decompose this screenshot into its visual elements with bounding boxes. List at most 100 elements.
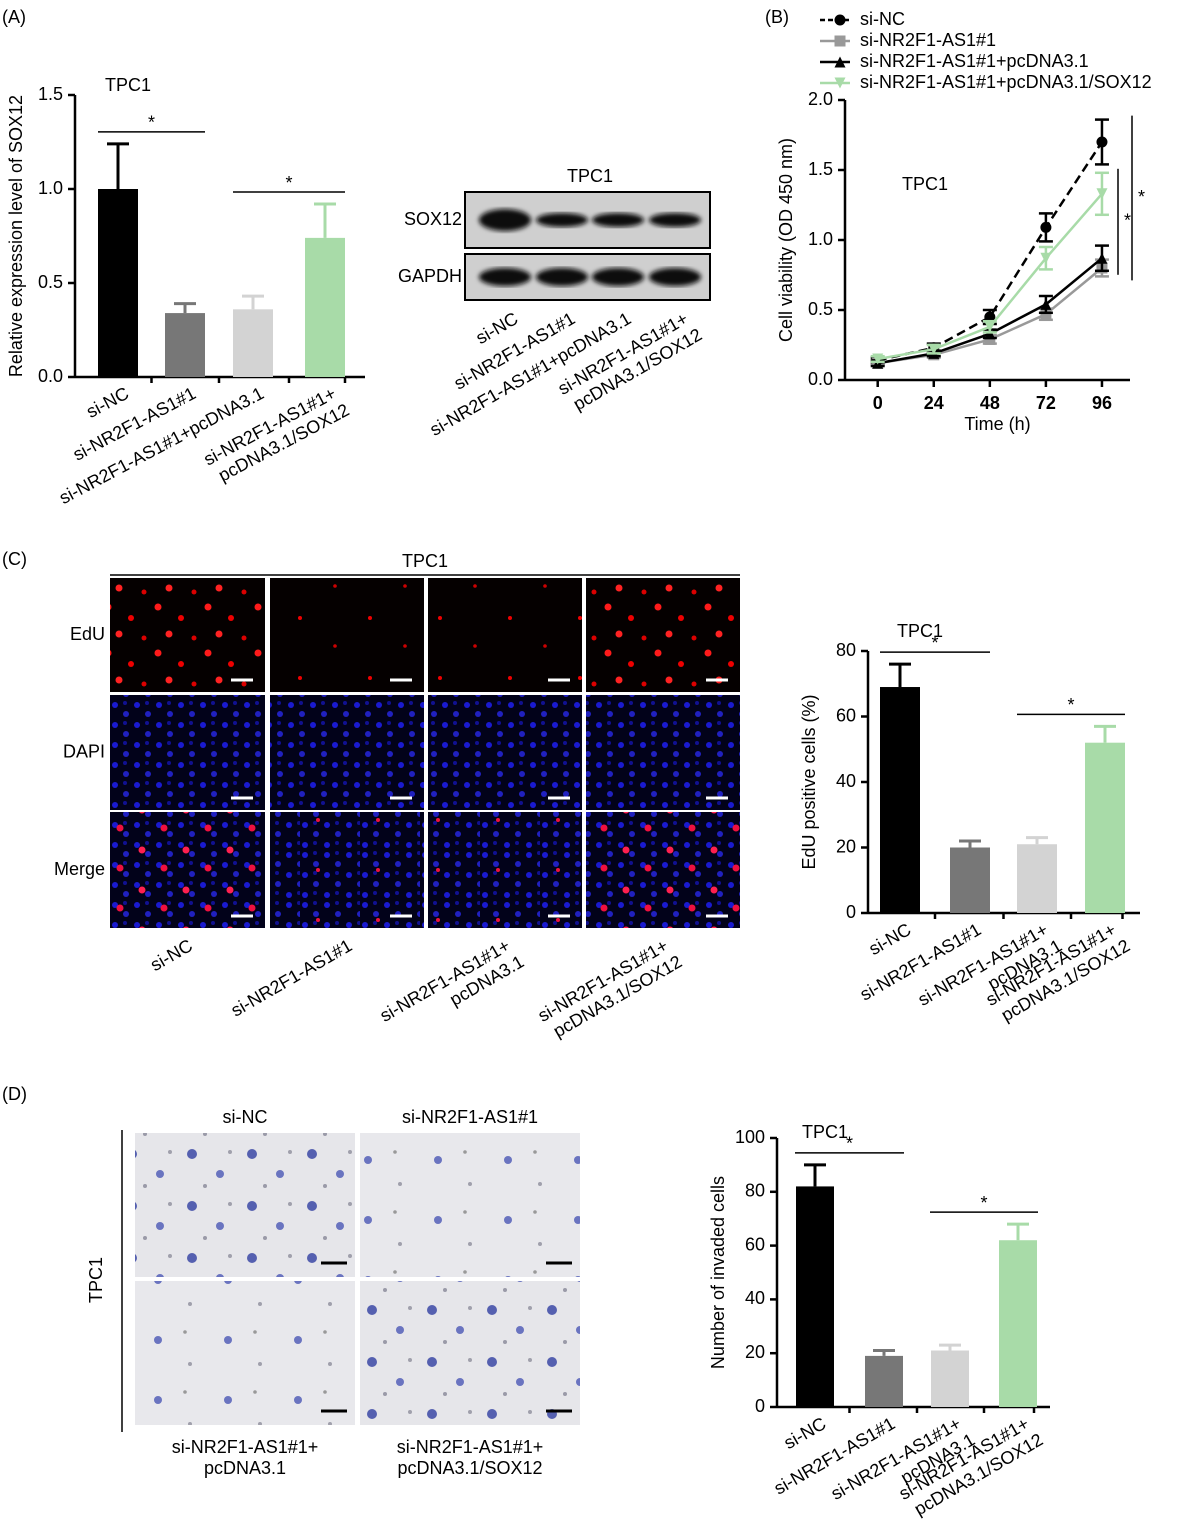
y-tick-label: 0 <box>755 1396 765 1416</box>
micrograph <box>270 812 424 928</box>
x-tick-label: 0 <box>873 393 883 413</box>
y-tick-label: 1.5 <box>38 84 63 104</box>
point <box>984 311 996 323</box>
y-tick-label: 0 <box>846 902 856 922</box>
panel-label: (D) <box>2 1084 27 1104</box>
significance-label: * <box>931 633 938 653</box>
bar <box>305 237 345 377</box>
x-tick-label: 96 <box>1092 393 1112 413</box>
bar <box>98 189 138 377</box>
micrograph <box>360 1133 580 1277</box>
bar <box>796 1186 834 1407</box>
y-tick-label: 0.0 <box>808 369 833 389</box>
y-tick-label: 60 <box>745 1234 765 1254</box>
x-axis-label: Time (h) <box>964 414 1030 434</box>
label-line: si-NC <box>83 383 132 422</box>
blot-band <box>536 213 588 227</box>
point <box>1040 298 1052 310</box>
micrograph <box>135 1133 355 1277</box>
rotated-label: si-NR2F1-AS1#1 <box>228 935 356 1020</box>
y-axis-label: Relative expression level of SOX12 <box>6 95 26 377</box>
point <box>1096 188 1108 200</box>
label-line: si-NC <box>147 935 196 975</box>
micrograph <box>135 1281 355 1425</box>
panel-label: (A) <box>2 7 26 27</box>
bar <box>865 1355 903 1407</box>
legend-marker <box>834 77 846 89</box>
y-tick-label: 100 <box>735 1127 765 1147</box>
rotated-label: si-NR2F1-AS1#1+pcDNA3.1 <box>376 935 527 1026</box>
y-tick-label: 0.5 <box>38 272 63 292</box>
image-row-label: Merge <box>54 859 105 879</box>
y-tick-label: 1.0 <box>808 229 833 249</box>
micrograph <box>428 812 582 928</box>
blot-band <box>479 268 531 286</box>
micrograph <box>360 1281 580 1425</box>
micrograph <box>270 695 424 810</box>
x-tick-label: 48 <box>980 393 1000 413</box>
image-column-label: si-NR2F1-AS1#1 <box>402 1107 538 1127</box>
significance-label: * <box>148 113 155 133</box>
chart-title: TPC1 <box>897 621 943 641</box>
image-title: TPC1 <box>402 551 448 571</box>
legend-label: si-NC <box>860 9 905 29</box>
y-axis-label: EdU positive cells (%) <box>799 694 819 869</box>
micrograph <box>270 578 424 692</box>
legend-marker <box>834 14 846 26</box>
rotated-label: si-NR2F1-AS1#1+pcDNA3.1/SOX12 <box>200 383 352 485</box>
image-row-label: DAPI <box>63 741 105 761</box>
micrograph <box>110 695 265 810</box>
bar <box>1085 742 1125 913</box>
y-tick-label: 1.5 <box>808 159 833 179</box>
micrograph <box>586 812 740 928</box>
micrograph <box>586 578 740 692</box>
point <box>1040 221 1052 233</box>
rotated-label: si-NC <box>780 1413 829 1453</box>
y-tick-label: 2.0 <box>808 89 833 109</box>
image-side-label: TPC1 <box>86 1257 106 1303</box>
legend-marker <box>834 35 846 47</box>
blot-band <box>649 213 701 227</box>
y-tick-label: 0.0 <box>38 366 63 386</box>
blot-row-label: GAPDH <box>398 266 462 286</box>
chart-title: TPC1 <box>802 1122 848 1142</box>
x-tick-label: 72 <box>1036 393 1056 413</box>
point <box>1040 308 1052 320</box>
image-column-label: si-NR2F1-AS1#1+ <box>397 1437 544 1457</box>
blot-row-label: SOX12 <box>404 209 462 229</box>
blot-band <box>479 209 531 231</box>
bar <box>950 847 990 913</box>
rotated-label: si-NC <box>83 383 132 422</box>
chart-title: TPC1 <box>105 75 151 95</box>
blot-band <box>536 268 588 286</box>
y-tick-label: 20 <box>745 1342 765 1362</box>
micrograph <box>428 578 582 692</box>
point <box>984 321 996 333</box>
y-tick-label: 40 <box>836 771 856 791</box>
legend-label: si-NR2F1-AS1#1+pcDNA3.1/SOX12 <box>860 72 1152 92</box>
rotated-label: si-NC <box>147 935 196 975</box>
micrograph <box>110 812 265 928</box>
significance-label: * <box>1067 695 1074 715</box>
point <box>928 343 940 355</box>
blot-band <box>592 268 644 286</box>
chart-title: TPC1 <box>902 174 948 194</box>
rotated-label: si-NR2F1-AS1#1+pcDNA3.1/SOX12 <box>534 935 685 1041</box>
point <box>1096 136 1108 148</box>
label-line: si-NC <box>865 919 914 959</box>
significance-label: * <box>285 173 292 193</box>
blot-band <box>649 268 701 286</box>
bar <box>165 313 205 377</box>
image-column-label: si-NR2F1-AS1#1+ <box>172 1437 319 1457</box>
point <box>984 328 996 340</box>
y-tick-label: 1.0 <box>38 178 63 198</box>
image-row-label: EdU <box>70 624 105 644</box>
label-line: si-NR2F1-AS1#1 <box>228 935 356 1020</box>
significance-label: * <box>980 1193 987 1213</box>
bar <box>1017 844 1057 913</box>
micrograph <box>586 695 740 810</box>
y-tick-label: 80 <box>745 1181 765 1201</box>
blot-band <box>592 213 644 227</box>
